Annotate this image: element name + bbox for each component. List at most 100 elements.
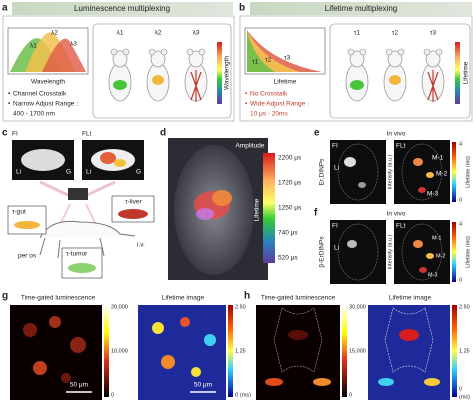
tick-label: 0 (459, 277, 462, 283)
mouse-outline (337, 143, 379, 201)
colorbar (263, 153, 275, 263)
axis-label: Lifetime (274, 79, 297, 86)
mouse-outline (401, 143, 443, 201)
image-title: Lifetime image (162, 295, 205, 302)
title: In vivo (387, 131, 406, 138)
organ-label: Li (86, 169, 91, 176)
organ (152, 75, 164, 85)
colorbar (452, 305, 457, 397)
image-label: FI (332, 223, 338, 230)
signal (418, 187, 426, 193)
bullet-text: Narrow Adjust Range : (13, 101, 78, 108)
outline (273, 307, 323, 373)
tick-label: 520 μs (278, 255, 298, 262)
organ-label: M-2 (436, 253, 445, 259)
signal (426, 253, 434, 259)
cell (70, 337, 86, 353)
panel-label: f (314, 208, 318, 219)
probe (118, 209, 148, 219)
colorbar (452, 222, 456, 282)
tick-label: 1.25 (235, 348, 246, 354)
tick-label: 1250 μs (278, 205, 302, 212)
header-bar (250, 2, 472, 15)
signal (212, 190, 232, 206)
colorbar (342, 305, 347, 397)
colorbar (452, 142, 456, 202)
panel-h: h Time-gated luminescence 30,000 15,000 … (244, 291, 470, 401)
sample-label: Er,DINPs (319, 158, 326, 185)
peak-label: λ3 (70, 41, 77, 48)
bullet-text: No Crosstalk (250, 91, 288, 98)
panel-frame (2, 15, 235, 122)
bullet: • (8, 91, 11, 98)
colorbar-axis: Lifetime (254, 198, 261, 221)
panel-d: d Amplitude Lifetime 2200 μs 1720 μs 125… (160, 128, 302, 280)
image-title: Lifetime image (389, 295, 432, 302)
panel-label: e (314, 128, 320, 139)
peak-label: λ1 (30, 43, 37, 50)
tick-label: 0 (111, 392, 114, 398)
bullet: • (245, 91, 248, 98)
image (256, 305, 340, 400)
cell (191, 367, 201, 377)
mouse-label: τ1 (354, 30, 361, 37)
colorbar (455, 42, 460, 104)
probe-box (7, 205, 47, 235)
lifetime-label: Lifetime (ms) (465, 156, 471, 188)
organ (427, 70, 439, 102)
organ-label: M-1 (432, 155, 444, 162)
image-label: FI (332, 143, 338, 150)
panel-e: e In vivo Er,DINPs FI FLt Intensity (a.u… (314, 128, 471, 204)
tick-label: 20,000 (111, 304, 128, 310)
mouse-label: τ2 (392, 30, 399, 37)
route-label: i.v. (137, 242, 145, 249)
panel-label: g (2, 291, 8, 302)
signal (419, 267, 427, 273)
signal (344, 157, 356, 167)
probe-label: τ-liver (125, 199, 142, 206)
signal (313, 378, 331, 386)
bullet-text: 10 μs - 20ms (250, 111, 288, 118)
header: Lifetime multiplexing (325, 4, 397, 13)
beam (39, 180, 116, 198)
organ-label: Li (334, 245, 339, 252)
image-label: FLt (82, 131, 92, 138)
cell (49, 316, 61, 328)
header: Luminescence multiplexing (74, 4, 170, 13)
organ-label: M-1 (432, 235, 441, 241)
signal (288, 330, 308, 340)
image-label: FI (12, 131, 18, 138)
tick-label: 0 (459, 197, 462, 203)
mouse-outline (401, 223, 443, 281)
mouse-label: λ2 (155, 30, 162, 37)
tick-label: 2.50 (459, 304, 470, 310)
image (394, 220, 450, 284)
signal (413, 158, 423, 166)
colorbar (228, 305, 233, 397)
organ-label: Li (334, 165, 339, 172)
organ (100, 152, 116, 164)
image (330, 140, 386, 204)
tick-label: 740 μs (278, 230, 298, 237)
image-label: FLt (396, 223, 406, 230)
tick-label: 2.50 (235, 304, 246, 310)
probe-label: τ-tumor (66, 251, 88, 258)
colorbar-label: Wavelength (224, 56, 231, 90)
title: In vivo (387, 211, 406, 218)
cell (152, 322, 164, 334)
organ (190, 70, 202, 102)
organ-label: M-2 (436, 171, 448, 178)
panel-f: f In vivo β-ErDINPs FI FLt Intensity (a.… (314, 208, 471, 284)
image-label: FLt (396, 143, 406, 150)
scale-label: 50 μm (194, 382, 212, 389)
panel-frame (239, 15, 473, 122)
organ-label: M-3 (427, 191, 439, 198)
image-title: Time-gated luminescence (261, 295, 336, 302)
curve-label: τ1 (252, 59, 259, 66)
peak-label: λ2 (51, 30, 58, 37)
organ (113, 80, 127, 90)
tick-label: 0 (349, 392, 352, 398)
colorbar (217, 42, 222, 104)
cell (180, 317, 190, 327)
image-title: Time-gated luminescence (21, 295, 96, 302)
